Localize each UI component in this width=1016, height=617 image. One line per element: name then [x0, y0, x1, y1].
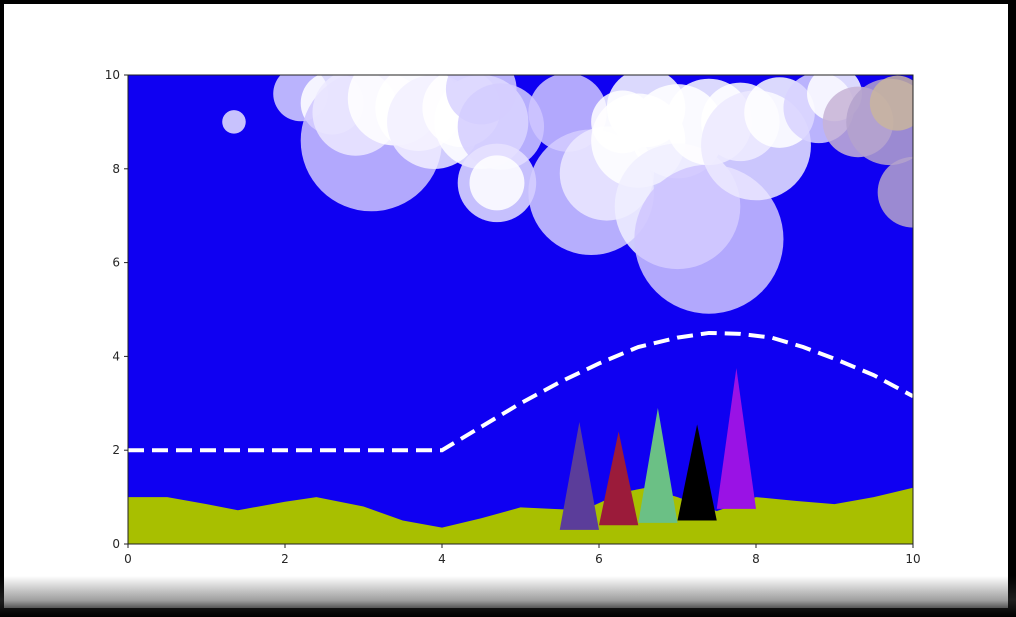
tree-triangle-1 — [599, 431, 639, 526]
y-tick-label-5: 10 — [105, 68, 120, 82]
tree-triangle-0 — [559, 422, 599, 530]
trees-layer — [559, 368, 756, 530]
x-tick-label-0: 0 — [124, 552, 132, 566]
ground-hills — [128, 487, 913, 544]
axes-frame — [127, 74, 914, 545]
y-tick-label-3: 6 — [112, 256, 120, 270]
y-tick-label-1: 2 — [112, 443, 120, 457]
tree-triangle-2 — [638, 407, 678, 523]
video-frame: 0 2 4 6 8 10 0 2 4 6 8 10 — [4, 4, 1008, 608]
x-tick-label-2: 4 — [438, 552, 446, 566]
x-tick-label-1: 2 — [281, 552, 289, 566]
cloud-circle-22 — [634, 164, 784, 314]
tree-triangle-4 — [716, 368, 756, 509]
y-tick-label-0: 0 — [112, 537, 120, 551]
y-axis: 0 2 4 6 8 10 — [105, 68, 128, 551]
plot-area — [128, 75, 913, 544]
clouds-layer — [222, 75, 913, 314]
tree-triangle-3 — [677, 424, 717, 521]
dashed-road-line — [128, 330, 913, 453]
cloud-circle-13 — [469, 155, 525, 211]
cloud-circle-31 — [869, 75, 913, 131]
x-tick-label-4: 8 — [752, 552, 760, 566]
y-tick-label-4: 8 — [112, 162, 120, 176]
y-tick-label-2: 4 — [112, 349, 120, 363]
cloud-circle-32 — [877, 156, 913, 228]
x-tick-label-5: 10 — [905, 552, 920, 566]
x-tick-label-3: 6 — [595, 552, 603, 566]
chart-figure: 0 2 4 6 8 10 0 2 4 6 8 10 — [105, 68, 921, 566]
x-axis: 0 2 4 6 8 10 — [124, 544, 921, 566]
cloud-circle-0 — [222, 110, 246, 134]
